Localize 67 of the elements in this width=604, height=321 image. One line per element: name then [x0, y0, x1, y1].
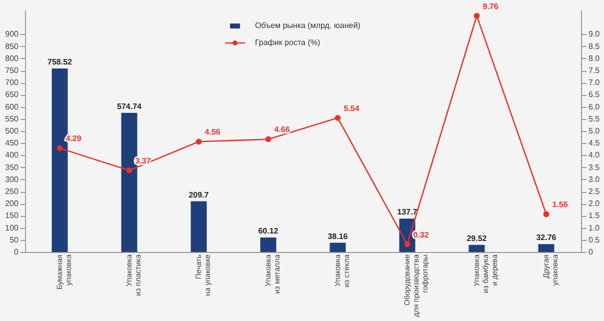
data-label: 137.7 — [397, 208, 418, 217]
y-tick-label: 900 — [5, 30, 20, 39]
data-label: 60.12 — [258, 226, 279, 236]
bar — [330, 242, 346, 252]
y2-tick-label: 4.5 — [588, 138, 600, 148]
y2-tick-label: 6.5 — [588, 90, 600, 100]
data-label: 758.52 — [48, 57, 73, 66]
y-tick-label: 400 — [5, 150, 20, 160]
y2-tick-label: 1.0 — [588, 223, 600, 232]
data-label: 9.76 — [482, 2, 499, 11]
y-tick-label: 450 — [5, 138, 20, 148]
data-label: 38.16 — [328, 232, 348, 241]
y2-tick-label: 8.0 — [588, 54, 600, 63]
legend-label: График роста (%) — [255, 38, 320, 47]
y2-tick-label: 3.0 — [588, 174, 600, 184]
y-tick-label: 250 — [5, 187, 20, 196]
data-label: 4.66 — [274, 125, 290, 134]
y-tick-label: 850 — [5, 42, 20, 51]
point — [196, 138, 202, 145]
data-label: 29.52 — [466, 234, 488, 243]
data-label: 32.76 — [536, 233, 557, 242]
y-tick-label: 600 — [5, 102, 20, 112]
data-label: 5.54 — [344, 104, 360, 113]
y2-tick-label: 2.0 — [588, 199, 600, 208]
point — [474, 12, 480, 19]
y2-tick-label: 8.5 — [588, 42, 600, 51]
y-tick-label: 200 — [5, 199, 20, 208]
y-tick-label: 650 — [5, 90, 20, 100]
bar — [468, 244, 485, 252]
point — [334, 114, 341, 121]
y-tick-label: 100 — [5, 223, 20, 232]
data-label: 574.74 — [117, 102, 142, 111]
y-tick-label: 0 — [14, 248, 20, 256]
y2-tick-label: 6.0 — [588, 102, 600, 112]
point — [265, 136, 272, 142]
y2-tick-label: 0 — [588, 248, 594, 256]
y2-tick-label: 1.5 — [588, 211, 600, 220]
y-tick-label: 300 — [5, 174, 20, 184]
bar — [121, 112, 138, 252]
y-tick-label: 800 — [5, 54, 20, 63]
bar — [190, 201, 207, 252]
y-tick-label: 350 — [5, 162, 20, 172]
y2-tick-label: 7.0 — [588, 78, 600, 88]
y2-tick-label: 0.5 — [588, 235, 600, 244]
point — [543, 211, 550, 218]
y-tick-label: 150 — [5, 211, 20, 220]
bar — [538, 244, 554, 252]
y-tick-label: 500 — [5, 126, 20, 136]
point — [404, 241, 410, 248]
y-tick-label: 50 — [10, 235, 20, 244]
y-tick-label: 550 — [5, 114, 20, 124]
y2-tick-label: 5.5 — [588, 114, 600, 124]
y2-tick-label: 3.5 — [588, 162, 600, 172]
y2-tick-label: 7.5 — [588, 66, 600, 75]
y2-tick-label: 4.0 — [588, 150, 600, 160]
y2-tick-label: 2.5 — [588, 187, 600, 196]
data-label: 4.56 — [204, 128, 221, 137]
y2-tick-label: 9.0 — [588, 30, 600, 39]
y-tick-label: 700 — [5, 78, 20, 88]
data-label: 1.56 — [552, 200, 568, 210]
legend-label: Объем рынка (млрд. юаней) — [255, 21, 361, 30]
y-tick-label: 750 — [5, 66, 20, 75]
bar — [260, 237, 276, 252]
point — [126, 167, 132, 174]
data-label: 209.7 — [188, 190, 210, 200]
y2-tick-label: 5.0 — [588, 126, 600, 136]
point — [56, 145, 63, 152]
